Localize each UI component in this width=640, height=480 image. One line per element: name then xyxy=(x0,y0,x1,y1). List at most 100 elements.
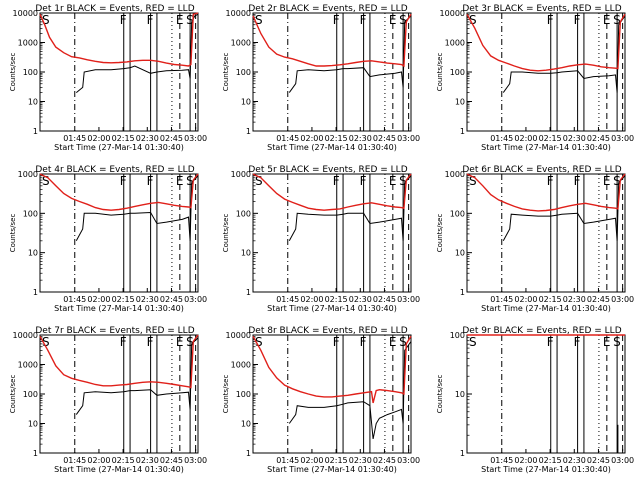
series-lld xyxy=(466,13,626,72)
y-tick-label: 100 xyxy=(450,68,465,77)
event-marker-label: S xyxy=(42,335,50,349)
y-tick-label: 100 xyxy=(236,68,251,77)
x-tick-label: 02:30 xyxy=(349,134,372,143)
x-tick-label: 02:30 xyxy=(563,295,586,304)
x-tick-label: 02:45 xyxy=(587,295,610,304)
x-tick-label: 01:45 xyxy=(276,295,299,304)
x-tick-label: 01:45 xyxy=(490,134,513,143)
y-tick-label: 1 xyxy=(460,449,465,458)
x-tick-label: 02:15 xyxy=(539,134,562,143)
y-tick-label: 1000 xyxy=(231,361,251,370)
y-tick-label: 10 xyxy=(455,249,465,258)
panel-title: Det 9r BLACK = Events, RED = LLD xyxy=(462,326,621,336)
y-tick-label: 100 xyxy=(450,331,465,340)
event-marker-label: E xyxy=(603,174,611,188)
event-marker-label: F xyxy=(333,13,340,27)
panel-title: Det 1r BLACK = Events, RED = LLD xyxy=(35,4,194,14)
x-tick-label: 02:45 xyxy=(587,456,610,465)
panel-title: Det 4r BLACK = Events, RED = LLD xyxy=(35,165,194,175)
event-marker-label: F xyxy=(333,335,340,349)
x-tick-label: 02:15 xyxy=(325,456,348,465)
x-tick-label: 02:00 xyxy=(300,295,323,304)
x-tick-label: 01:45 xyxy=(63,456,86,465)
y-tick-label: 10000 xyxy=(226,331,251,340)
event-marker-label: E xyxy=(389,13,397,27)
y-tick-label: 100 xyxy=(23,209,38,218)
series-lld xyxy=(252,13,412,68)
x-tick-label: 02:45 xyxy=(373,456,396,465)
x-tick-label: 02:30 xyxy=(349,456,372,465)
event-marker-label: S xyxy=(613,13,621,27)
series-events xyxy=(502,175,626,242)
event-marker-label: E xyxy=(176,174,184,188)
x-tick-label: 02:45 xyxy=(160,295,183,304)
event-marker-label: S xyxy=(399,335,407,349)
x-tick-label: 03:00 xyxy=(611,456,634,465)
y-axis-label: Counts/sec xyxy=(436,53,444,92)
event-marker-label: E xyxy=(603,13,611,27)
x-tick-label: 02:30 xyxy=(136,295,159,304)
x-tick-label: 02:30 xyxy=(563,456,586,465)
y-tick-label: 1 xyxy=(246,127,251,136)
y-axis-label: Counts/sec xyxy=(436,214,444,253)
event-marker-label: F xyxy=(547,335,554,349)
plot-frame xyxy=(39,12,199,132)
x-tick-label: 03:00 xyxy=(611,134,634,143)
y-tick-label: 10000 xyxy=(440,9,465,18)
event-marker-label: F xyxy=(574,335,581,349)
panel-title: Det 3r BLACK = Events, RED = LLD xyxy=(462,4,621,14)
plot-frame xyxy=(466,12,626,132)
y-tick-label: 10 xyxy=(241,98,251,107)
y-tick-label: 1000 xyxy=(18,39,38,48)
plot-frame xyxy=(252,334,412,454)
event-marker-label: F xyxy=(120,174,127,188)
series-events xyxy=(288,341,412,439)
y-axis-label: Counts/sec xyxy=(436,375,444,414)
event-marker-label: F xyxy=(120,13,127,27)
panel-det-1r: Det 1r BLACK = Events, RED = LLD 1 10 100 10… xyxy=(9,4,207,152)
x-axis-label: Start Time (27-Mar-14 01:30:40) xyxy=(481,143,611,152)
event-marker-label: E xyxy=(603,335,611,349)
event-marker-label: S xyxy=(255,174,263,188)
y-tick-label: 10 xyxy=(241,420,251,429)
y-tick-label: 10 xyxy=(241,249,251,258)
y-tick-label: 10 xyxy=(455,390,465,399)
event-marker-label: F xyxy=(360,13,367,27)
panel-title: Det 8r BLACK = Events, RED = LLD xyxy=(248,326,407,336)
event-marker-label: F xyxy=(120,335,127,349)
series-lld xyxy=(252,335,412,404)
y-tick-label: 1 xyxy=(246,449,251,458)
panel-det-5r: Det 5r BLACK = Events, RED = LLD 1 10 100 10… xyxy=(222,165,420,313)
y-tick-label: 1 xyxy=(246,288,251,297)
x-tick-label: 02:00 xyxy=(514,134,537,143)
panel-title: Det 7r BLACK = Events, RED = LLD xyxy=(35,326,194,336)
event-marker-label: S xyxy=(255,335,263,349)
y-tick-label: 1000 xyxy=(18,170,38,179)
x-tick-label: 02:45 xyxy=(160,134,183,143)
x-tick-label: 03:00 xyxy=(184,295,207,304)
x-tick-label: 02:30 xyxy=(349,295,372,304)
y-axis-label: Counts/sec xyxy=(9,375,17,414)
y-tick-label: 1000 xyxy=(231,39,251,48)
x-tick-label: 02:30 xyxy=(136,456,159,465)
y-tick-label: 10 xyxy=(28,98,38,107)
y-tick-label: 1 xyxy=(33,288,38,297)
x-tick-label: 02:15 xyxy=(112,456,135,465)
x-tick-label: 02:00 xyxy=(87,134,110,143)
panel-det-7r: Det 7r BLACK = Events, RED = LLD 1 10 100 10… xyxy=(9,326,207,474)
y-axis-label: Counts/sec xyxy=(222,375,230,414)
y-tick-label: 1 xyxy=(33,449,38,458)
y-tick-label: 10 xyxy=(28,420,38,429)
event-marker-label: S xyxy=(613,174,621,188)
y-tick-label: 10 xyxy=(28,249,38,258)
x-tick-label: 01:45 xyxy=(490,456,513,465)
event-marker-label: S xyxy=(42,13,50,27)
panel-det-6r: Det 6r BLACK = Events, RED = LLD 1 10 100 10… xyxy=(436,165,634,313)
x-tick-label: 01:45 xyxy=(63,134,86,143)
y-tick-label: 100 xyxy=(236,209,251,218)
series-events xyxy=(75,175,199,242)
x-tick-label: 02:00 xyxy=(300,134,323,143)
y-tick-label: 1 xyxy=(460,288,465,297)
event-marker-label: E xyxy=(389,174,397,188)
event-marker-label: F xyxy=(574,174,581,188)
